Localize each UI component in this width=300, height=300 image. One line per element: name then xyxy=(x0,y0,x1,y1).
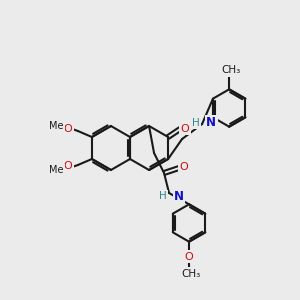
Text: O: O xyxy=(181,124,190,134)
Text: O: O xyxy=(64,124,72,134)
Text: CH₃: CH₃ xyxy=(221,65,241,75)
Text: H: H xyxy=(192,118,200,128)
Text: H: H xyxy=(159,191,167,201)
Text: N: N xyxy=(206,116,216,130)
Text: O: O xyxy=(180,162,188,172)
Text: Me: Me xyxy=(49,165,63,175)
Text: Me: Me xyxy=(49,121,63,131)
Text: O: O xyxy=(64,161,72,171)
Text: CH₃: CH₃ xyxy=(182,269,201,279)
Text: N: N xyxy=(174,190,184,202)
Text: O: O xyxy=(185,252,194,262)
